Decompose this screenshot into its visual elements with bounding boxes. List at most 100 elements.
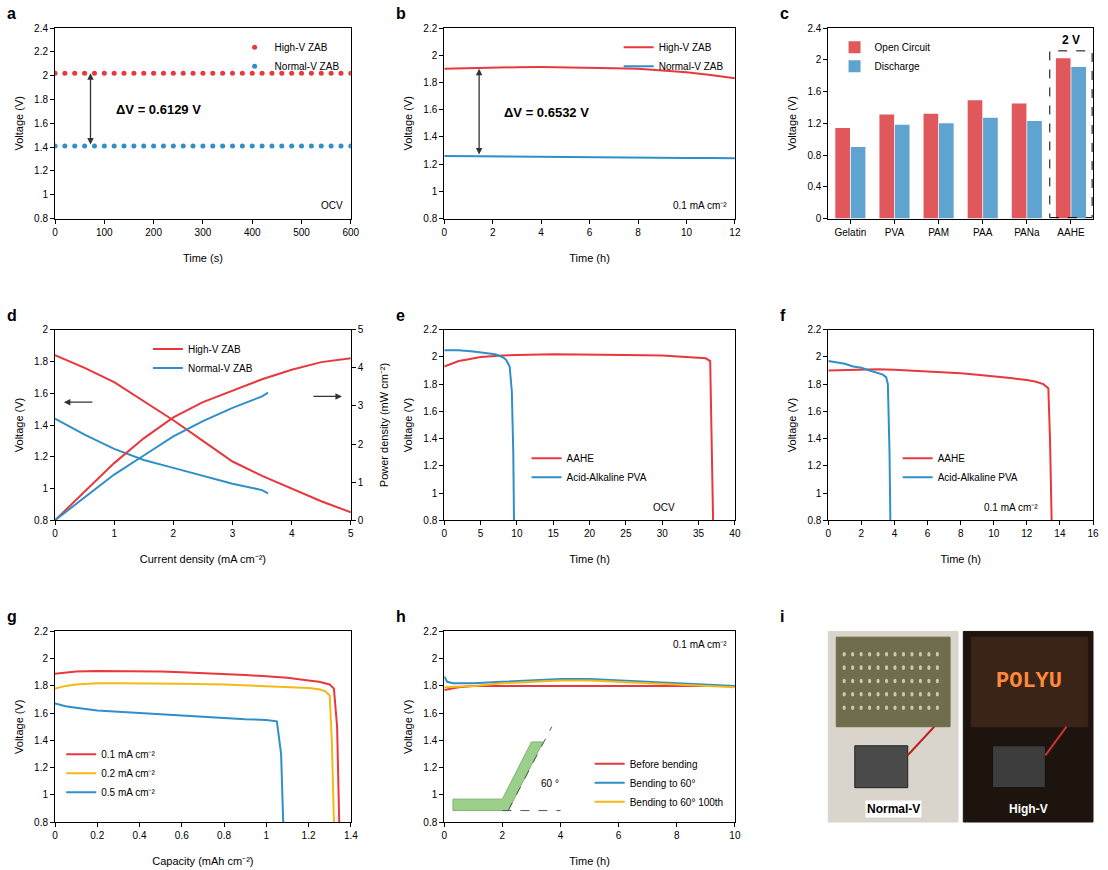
svg-text:e: e	[396, 307, 405, 324]
svg-text:Voltage (V): Voltage (V)	[13, 398, 25, 452]
svg-text:1: 1	[111, 528, 117, 539]
svg-text:2 V: 2 V	[1062, 33, 1080, 47]
svg-text:1: 1	[42, 483, 48, 494]
svg-text:0.8: 0.8	[34, 213, 48, 224]
svg-text:0: 0	[816, 213, 822, 224]
svg-text:2: 2	[859, 528, 865, 539]
svg-text:60 °: 60 °	[541, 778, 559, 789]
svg-text:1.2: 1.2	[34, 762, 48, 773]
svg-text:0.1 mA cm⁻²: 0.1 mA cm⁻²	[984, 502, 1038, 513]
svg-text:1.8: 1.8	[423, 680, 437, 691]
svg-text:1: 1	[432, 186, 438, 197]
svg-text:Normal-V: Normal-V	[867, 802, 920, 816]
svg-text:1.4: 1.4	[423, 433, 437, 444]
svg-text:1.4: 1.4	[34, 735, 48, 746]
svg-text:1.6: 1.6	[423, 104, 437, 115]
svg-text:1.2: 1.2	[423, 762, 437, 773]
svg-text:10: 10	[681, 227, 693, 238]
svg-text:1: 1	[432, 488, 438, 499]
svg-text:4: 4	[558, 830, 564, 841]
svg-text:1.8: 1.8	[423, 77, 437, 88]
svg-text:2: 2	[816, 54, 822, 65]
svg-text:300: 300	[195, 227, 212, 238]
svg-text:Time (h): Time (h)	[569, 252, 610, 264]
svg-text:Normal-V ZAB: Normal-V ZAB	[659, 61, 724, 72]
svg-text:2: 2	[500, 830, 506, 841]
svg-text:Gelatin: Gelatin	[835, 227, 867, 238]
svg-text:400: 400	[244, 227, 261, 238]
svg-text:1.8: 1.8	[34, 680, 48, 691]
svg-text:ΔV = 0.6532 V: ΔV = 0.6532 V	[504, 105, 589, 120]
svg-text:2.4: 2.4	[34, 23, 48, 34]
svg-text:Power density (mW cm⁻²): Power density (mW cm⁻²)	[378, 363, 390, 487]
svg-text:PVA: PVA	[885, 227, 905, 238]
svg-text:0.4: 0.4	[133, 830, 147, 841]
svg-text:PAM: PAM	[928, 227, 949, 238]
svg-text:1.4: 1.4	[807, 433, 821, 444]
svg-text:AAHE: AAHE	[1057, 227, 1085, 238]
svg-text:0.1 mA cm⁻²: 0.1 mA cm⁻²	[673, 200, 727, 211]
svg-text:0.2 mA cm⁻²: 0.2 mA cm⁻²	[101, 768, 155, 779]
svg-text:10: 10	[729, 830, 741, 841]
svg-text:1: 1	[816, 488, 822, 499]
svg-text:1.2: 1.2	[807, 460, 821, 471]
svg-text:1.2: 1.2	[423, 460, 437, 471]
svg-text:AAHE: AAHE	[938, 453, 966, 464]
svg-text:Discharge: Discharge	[875, 61, 920, 72]
svg-text:0.6: 0.6	[175, 830, 189, 841]
svg-text:1.6: 1.6	[807, 86, 821, 97]
svg-text:1.8: 1.8	[34, 356, 48, 367]
svg-text:3: 3	[358, 400, 364, 411]
svg-text:5: 5	[478, 528, 484, 539]
svg-text:2.2: 2.2	[807, 324, 821, 335]
svg-text:1.2: 1.2	[807, 118, 821, 129]
svg-text:1.2: 1.2	[34, 451, 48, 462]
svg-text:1.6: 1.6	[34, 118, 48, 129]
svg-text:0.5 mA cm⁻²: 0.5 mA cm⁻²	[101, 787, 155, 798]
svg-text:0.8: 0.8	[217, 830, 231, 841]
svg-text:Acid-Alkaline PVA: Acid-Alkaline PVA	[567, 472, 647, 483]
svg-text:2: 2	[171, 528, 177, 539]
svg-text:0.8: 0.8	[423, 213, 437, 224]
svg-text:8: 8	[958, 528, 964, 539]
svg-text:Capacity (mAh cm⁻²): Capacity (mAh cm⁻²)	[152, 855, 253, 867]
svg-text:2.4: 2.4	[807, 23, 821, 34]
svg-text:0.1 mA cm⁻²: 0.1 mA cm⁻²	[673, 639, 727, 650]
svg-text:1.6: 1.6	[807, 406, 821, 417]
svg-text:Normal-V ZAB: Normal-V ZAB	[188, 363, 253, 374]
svg-text:f: f	[780, 307, 786, 324]
svg-text:High-V: High-V	[1009, 802, 1048, 816]
svg-text:0: 0	[52, 830, 58, 841]
svg-text:1: 1	[264, 830, 270, 841]
svg-text:High-V ZAB: High-V ZAB	[275, 42, 328, 53]
svg-text:1.4: 1.4	[344, 830, 358, 841]
svg-text:2.2: 2.2	[423, 324, 437, 335]
svg-text:1.2: 1.2	[34, 165, 48, 176]
svg-text:600: 600	[342, 227, 359, 238]
svg-text:0: 0	[826, 528, 832, 539]
svg-text:High-V ZAB: High-V ZAB	[659, 42, 712, 53]
svg-text:10: 10	[988, 528, 1000, 539]
svg-text:Voltage (V): Voltage (V)	[402, 96, 414, 150]
svg-text:2: 2	[42, 70, 48, 81]
svg-text:i: i	[780, 608, 784, 625]
svg-text:1: 1	[42, 789, 48, 800]
svg-text:POLYU: POLYU	[996, 669, 1062, 694]
svg-text:2.2: 2.2	[423, 626, 437, 637]
svg-text:ΔV = 0.6129 V: ΔV = 0.6129 V	[116, 102, 201, 117]
svg-text:20: 20	[584, 528, 596, 539]
svg-text:12: 12	[1021, 528, 1033, 539]
svg-text:1.8: 1.8	[423, 379, 437, 390]
svg-text:10: 10	[511, 528, 523, 539]
svg-text:4: 4	[538, 227, 544, 238]
svg-text:40: 40	[729, 528, 741, 539]
svg-text:35: 35	[693, 528, 705, 539]
svg-text:Time (h): Time (h)	[569, 855, 610, 867]
svg-text:Voltage (V): Voltage (V)	[13, 96, 25, 150]
svg-text:2: 2	[816, 351, 822, 362]
svg-text:b: b	[396, 5, 406, 22]
svg-text:0.4: 0.4	[807, 181, 821, 192]
svg-text:12: 12	[729, 227, 741, 238]
svg-text:0.8: 0.8	[423, 515, 437, 526]
svg-text:g: g	[7, 608, 17, 625]
